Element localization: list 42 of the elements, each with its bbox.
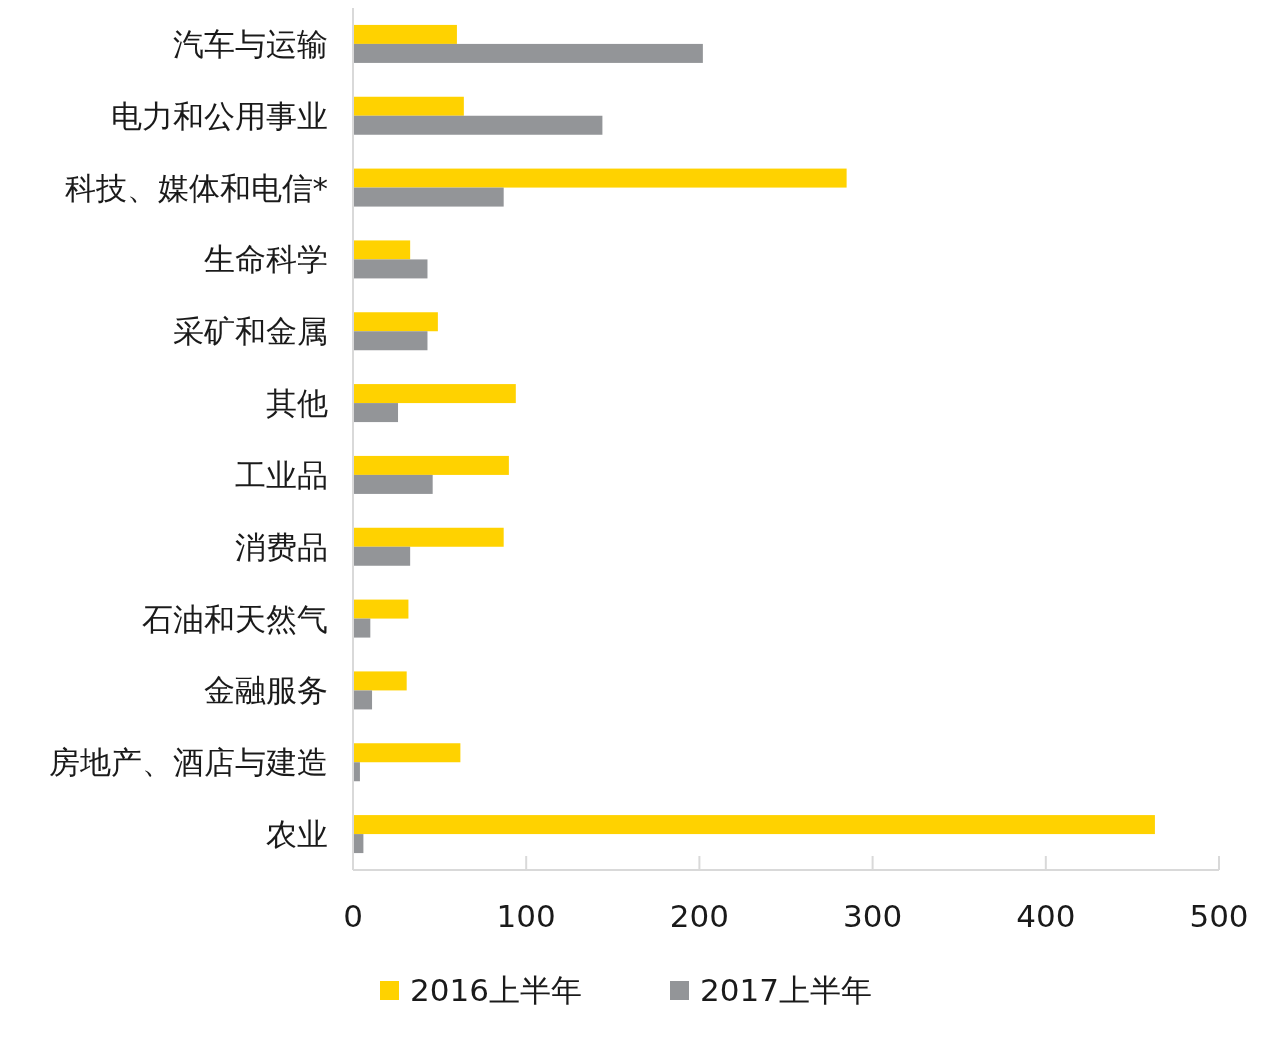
y-tick-label: 农业 — [266, 816, 328, 853]
bar — [353, 331, 428, 351]
x-tick-label: 300 — [843, 898, 903, 934]
bar — [353, 599, 409, 619]
y-tick-label: 电力和公用事业 — [111, 97, 328, 134]
x-tick-label: 400 — [1016, 898, 1076, 934]
bar — [353, 743, 461, 763]
y-tick-label: 生命科学 — [204, 241, 328, 278]
bar — [353, 815, 1155, 835]
bar — [353, 24, 457, 44]
bar — [353, 671, 407, 691]
x-tick-label: 0 — [343, 898, 363, 934]
y-tick-label: 其他 — [266, 385, 328, 422]
bar — [353, 168, 847, 188]
bar — [353, 187, 504, 207]
bar — [353, 259, 428, 279]
bar — [353, 403, 399, 423]
bar — [353, 527, 504, 547]
y-tick-label: 消费品 — [235, 528, 328, 565]
bar — [353, 474, 433, 494]
bar — [353, 96, 464, 116]
legend-label: 2017上半年 — [700, 972, 872, 1008]
bar — [353, 43, 703, 63]
bar — [353, 115, 603, 135]
bar — [353, 384, 516, 404]
x-tick-label: 200 — [669, 898, 729, 934]
y-tick-label: 金融服务 — [204, 672, 328, 709]
y-tick-label: 科技、媒体和电信* — [64, 169, 328, 206]
legend-label: 2016上半年 — [410, 972, 582, 1008]
x-tick-label: 100 — [496, 898, 556, 934]
bar — [353, 618, 371, 638]
bar — [353, 240, 411, 260]
y-tick-label: 房地产、酒店与建造 — [49, 744, 328, 781]
x-tick-label: 500 — [1189, 898, 1249, 934]
y-tick-label: 工业品 — [235, 456, 328, 493]
bar — [353, 312, 438, 332]
bar — [353, 690, 373, 710]
bar — [353, 546, 411, 566]
y-tick-label: 石油和天然气 — [142, 600, 328, 637]
bar — [353, 455, 509, 475]
y-tick-label: 采矿和金属 — [173, 313, 328, 350]
y-tick-label: 汽车与运输 — [173, 25, 328, 62]
